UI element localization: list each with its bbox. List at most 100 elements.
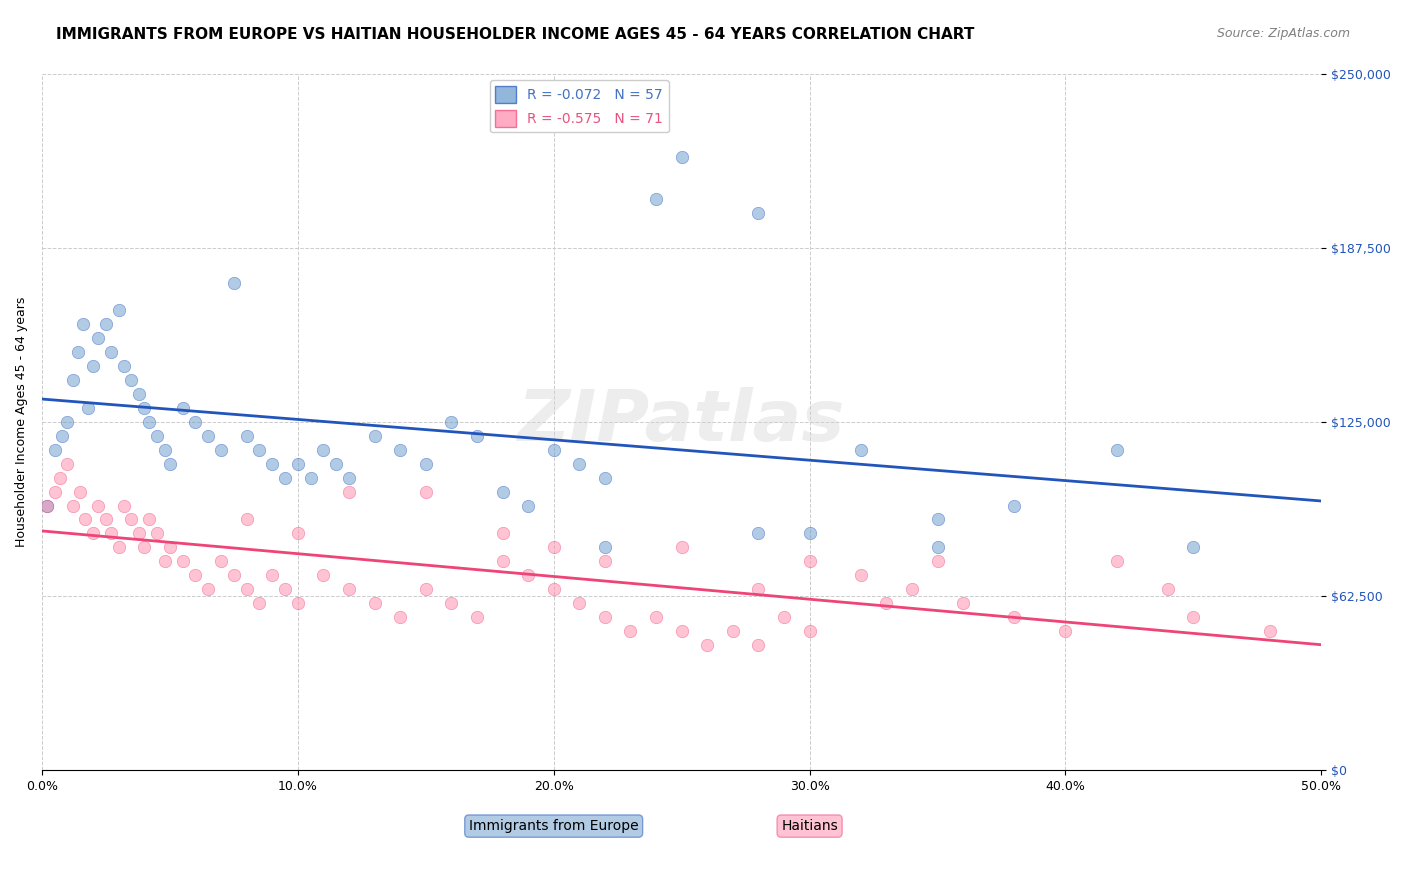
- Point: [337, 582, 360, 596]
- Point: [35, 499, 58, 513]
- Point: [927, 554, 949, 568]
- Point: [128, 526, 150, 541]
- Point: [325, 457, 347, 471]
- Point: [312, 442, 335, 457]
- Point: [299, 470, 322, 484]
- Point: [66, 345, 89, 359]
- Point: [415, 457, 437, 471]
- Text: Haitians: Haitians: [782, 819, 838, 833]
- Point: [927, 512, 949, 526]
- Point: [44, 484, 66, 499]
- Point: [799, 624, 821, 638]
- Point: [172, 554, 194, 568]
- Point: [927, 541, 949, 555]
- Point: [517, 568, 540, 582]
- Point: [773, 610, 796, 624]
- Point: [696, 638, 718, 652]
- Y-axis label: Householder Income Ages 45 - 64 years: Householder Income Ages 45 - 64 years: [15, 297, 28, 547]
- Point: [262, 568, 284, 582]
- Point: [671, 150, 693, 164]
- Point: [107, 541, 129, 555]
- Point: [593, 541, 616, 555]
- Point: [1002, 499, 1025, 513]
- Point: [138, 512, 160, 526]
- Point: [1182, 541, 1205, 555]
- Point: [72, 318, 94, 332]
- Point: [128, 387, 150, 401]
- Point: [1258, 624, 1281, 638]
- Point: [543, 582, 565, 596]
- Point: [56, 415, 79, 429]
- Point: [75, 512, 97, 526]
- Point: [465, 610, 488, 624]
- Point: [1054, 624, 1077, 638]
- Point: [645, 610, 668, 624]
- Point: [875, 596, 897, 610]
- Point: [337, 484, 360, 499]
- Point: [440, 415, 463, 429]
- Point: [159, 541, 181, 555]
- Point: [197, 429, 219, 443]
- Point: [593, 610, 616, 624]
- Point: [172, 401, 194, 415]
- Point: [645, 192, 668, 206]
- Point: [1157, 582, 1180, 596]
- Point: [49, 470, 72, 484]
- Point: [138, 415, 160, 429]
- Point: [568, 596, 591, 610]
- Point: [209, 554, 232, 568]
- Point: [721, 624, 744, 638]
- Point: [568, 457, 591, 471]
- Point: [100, 526, 122, 541]
- Point: [747, 638, 769, 652]
- Point: [337, 470, 360, 484]
- Point: [107, 303, 129, 318]
- Point: [100, 345, 122, 359]
- Point: [112, 359, 135, 374]
- Text: ZIPatlas: ZIPatlas: [517, 387, 845, 457]
- Point: [222, 276, 245, 290]
- Point: [87, 499, 110, 513]
- Point: [247, 442, 270, 457]
- Point: [51, 429, 73, 443]
- Point: [491, 484, 513, 499]
- Point: [543, 541, 565, 555]
- Point: [363, 596, 385, 610]
- Point: [197, 582, 219, 596]
- Point: [94, 512, 117, 526]
- Point: [849, 568, 872, 582]
- Point: [287, 596, 309, 610]
- Point: [235, 429, 257, 443]
- Point: [543, 442, 565, 457]
- Point: [1105, 554, 1128, 568]
- Point: [159, 457, 181, 471]
- Point: [491, 554, 513, 568]
- Point: [465, 429, 488, 443]
- Point: [77, 401, 100, 415]
- Point: [517, 499, 540, 513]
- Point: [952, 596, 974, 610]
- Point: [287, 457, 309, 471]
- Text: IMMIGRANTS FROM EUROPE VS HAITIAN HOUSEHOLDER INCOME AGES 45 - 64 YEARS CORRELAT: IMMIGRANTS FROM EUROPE VS HAITIAN HOUSEH…: [56, 27, 974, 42]
- Point: [747, 526, 769, 541]
- Point: [1002, 610, 1025, 624]
- Point: [87, 331, 110, 345]
- Point: [82, 526, 104, 541]
- Point: [619, 624, 641, 638]
- Point: [134, 401, 156, 415]
- Text: Source: ZipAtlas.com: Source: ZipAtlas.com: [1216, 27, 1350, 40]
- Point: [287, 526, 309, 541]
- Point: [153, 442, 176, 457]
- Point: [235, 512, 257, 526]
- Point: [440, 596, 463, 610]
- Point: [146, 526, 169, 541]
- Point: [389, 442, 412, 457]
- Point: [134, 541, 156, 555]
- Point: [184, 568, 207, 582]
- Point: [62, 373, 84, 387]
- Point: [120, 512, 142, 526]
- Point: [35, 499, 58, 513]
- Point: [593, 470, 616, 484]
- Point: [799, 526, 821, 541]
- Point: [799, 554, 821, 568]
